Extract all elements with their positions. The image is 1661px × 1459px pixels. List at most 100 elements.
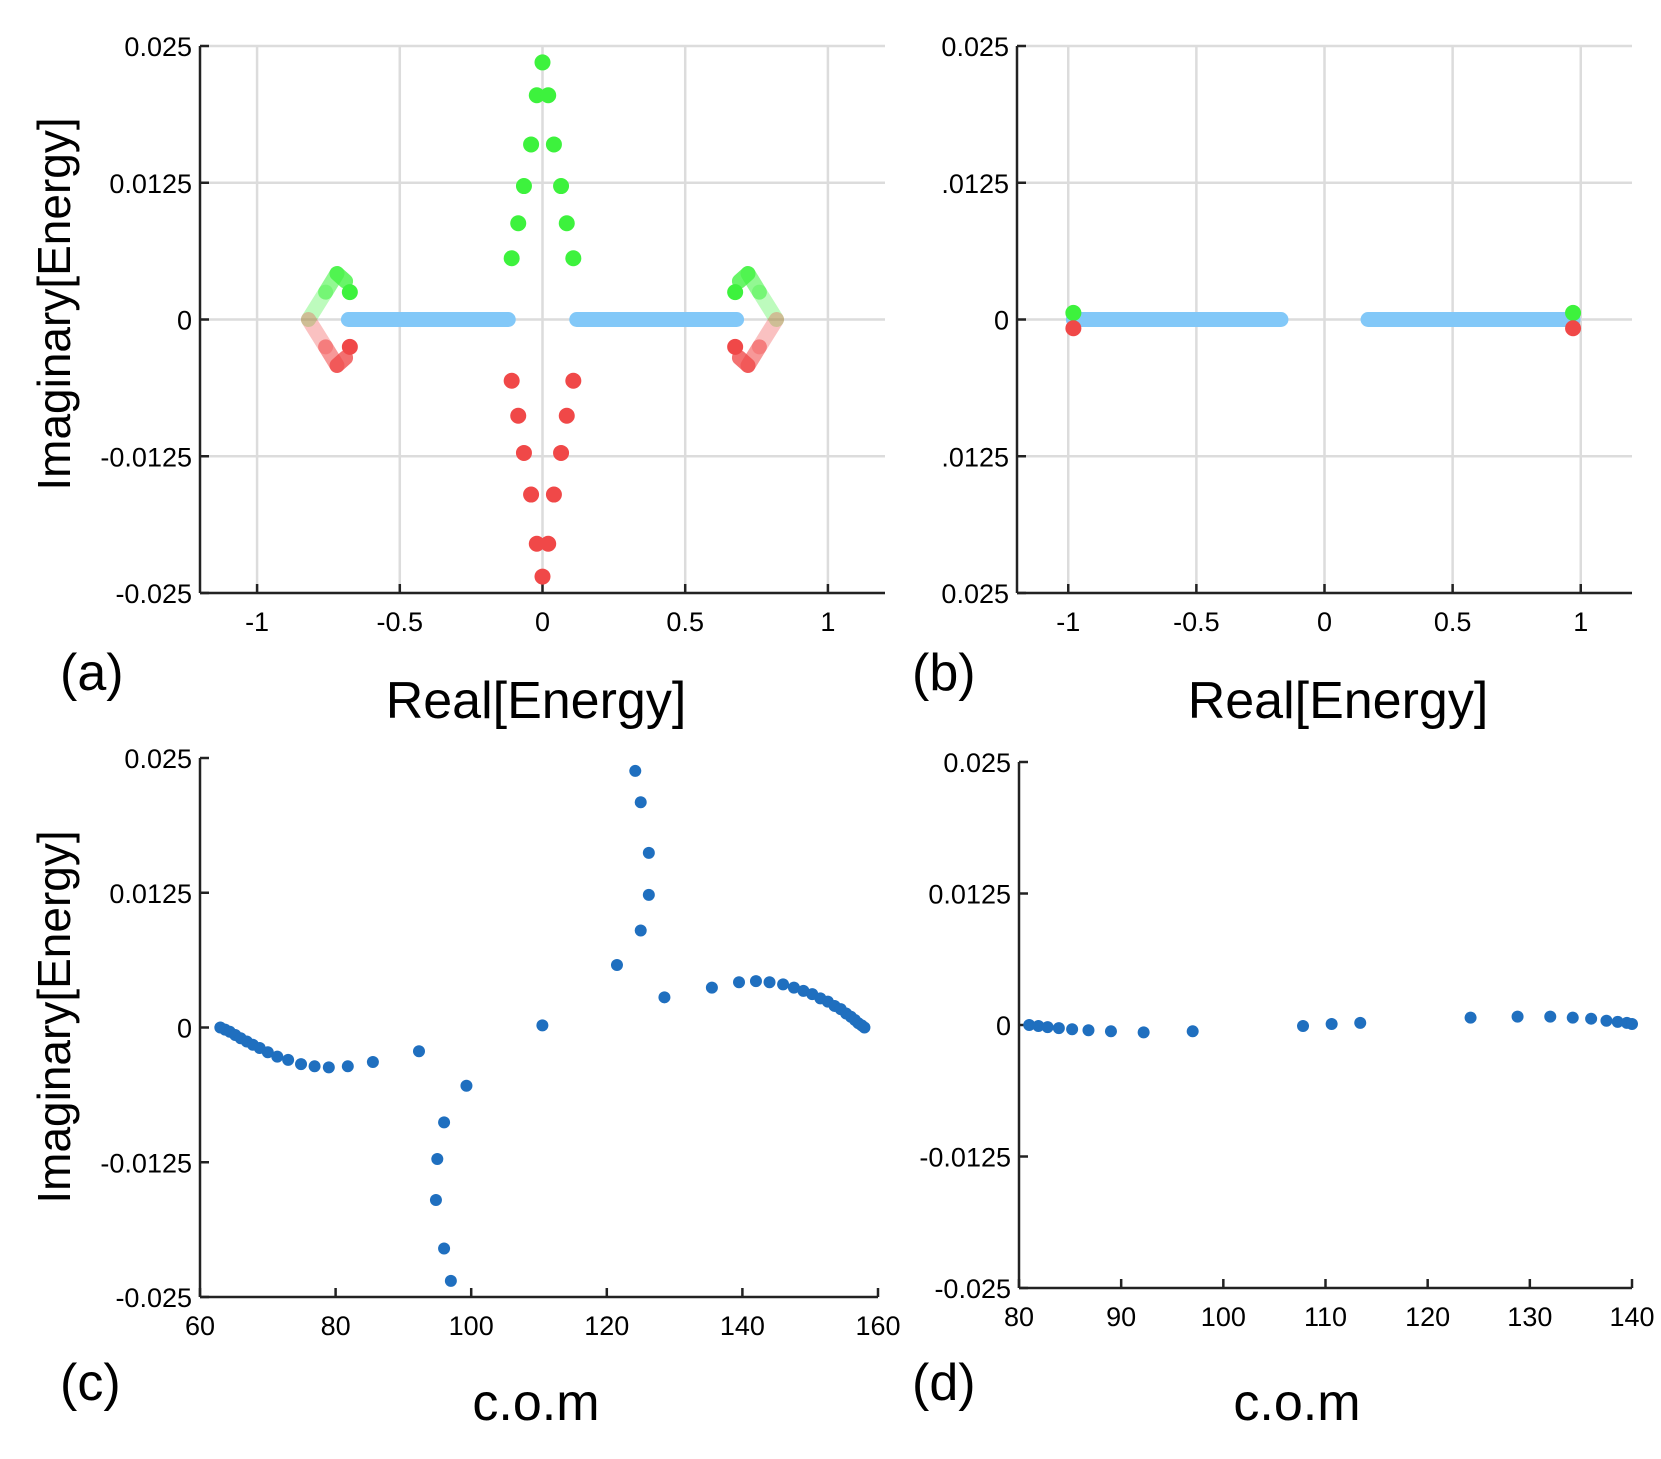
data-point (429, 1193, 442, 1206)
data-point (1626, 1017, 1638, 1030)
y-tick-label: -0.025 (115, 1283, 192, 1313)
data-point (515, 444, 532, 461)
y-tick-label: 0.025 (943, 748, 1011, 778)
data-point (629, 764, 642, 777)
faded-eigenvalue-arc (731, 350, 756, 373)
data-point (1354, 1016, 1367, 1029)
data-point (1544, 1010, 1557, 1023)
data-point (261, 1046, 274, 1059)
y-tick-label: 0.0125 (109, 169, 192, 199)
y-tick-label: 0.025 (124, 32, 192, 62)
data-point (1065, 320, 1082, 337)
plot-area: 80 90 100 110 120 130 140 -0.025 -0.0125 0 0.0125 0… (919, 748, 1654, 1332)
x-tick-label: -1 (1056, 607, 1080, 637)
x-tick-label: 130 (1507, 1302, 1552, 1332)
data-point (510, 407, 527, 424)
panel-label: (b) (912, 644, 976, 702)
data-point (412, 1045, 425, 1058)
data-point (558, 215, 575, 232)
data-point (565, 250, 582, 267)
y-axis-label: Imaginary[Energy] (28, 117, 80, 490)
panel-label: (a) (60, 644, 124, 702)
data-point (1565, 304, 1582, 321)
x-tick-label: 0 (535, 607, 550, 637)
data-point (733, 976, 746, 989)
x-tick-label: 1 (1573, 607, 1588, 637)
data-point (1104, 1025, 1117, 1038)
data-point (366, 1055, 379, 1068)
panel-d: 80 90 100 110 120 130 140 -0.025 -0.0125 0 0.0125 0… (912, 748, 1655, 1432)
data-point (634, 796, 647, 809)
data-point (545, 136, 562, 153)
data-point (503, 372, 520, 389)
data-point (1032, 1020, 1045, 1033)
x-tick-label: 160 (855, 1311, 900, 1341)
y-tick-label: -0.0125 (100, 1148, 192, 1178)
data-point (540, 87, 557, 104)
data-point (460, 1079, 473, 1092)
panel-b: -1 -0.5 0 0.5 1 0.025 .0125 0 .0125 0.025 (b) Rea… (912, 32, 1632, 730)
data-point (1082, 1024, 1095, 1037)
data-point (341, 1060, 354, 1073)
data-point (523, 486, 540, 503)
data-point (705, 981, 718, 994)
x-axis-label: Real[Energy] (386, 672, 687, 730)
x-tick-label: 80 (1004, 1302, 1034, 1332)
x-tick-label: 90 (1106, 1302, 1136, 1332)
x-axis-label: c.o.m (472, 1374, 599, 1432)
x-axis-label: c.o.m (1233, 1374, 1360, 1432)
data-point (658, 991, 671, 1004)
x-axis-label: Real[Energy] (1188, 672, 1489, 730)
panel-c: 60 80 100 120 140 160 -0.025 -0.0125 0 0.0125 0.02… (28, 744, 901, 1432)
data-point (1566, 1011, 1579, 1024)
plot-area: -1 -0.5 0 0.5 1 -0.025 -0.0125 0 0.0125 0.025 (100, 32, 885, 637)
data-point (634, 924, 647, 937)
x-tick-label: 0.5 (1434, 607, 1472, 637)
data-point (1325, 1017, 1338, 1030)
data-point (1041, 1021, 1054, 1034)
x-tick-label: 100 (449, 1311, 494, 1341)
data-point (536, 1019, 549, 1032)
data-point (444, 1274, 457, 1287)
data-point (1611, 1015, 1624, 1028)
faded-eigenvalue-arc (329, 266, 354, 289)
data-point (540, 535, 557, 552)
plot-area: 60 80 100 120 140 160 -0.025 -0.0125 0 0.0125 0.02… (100, 744, 900, 1341)
data-point (308, 1060, 321, 1073)
y-tick-label: .0125 (941, 169, 1009, 199)
data-point (787, 981, 800, 994)
data-point (438, 1242, 451, 1255)
y-tick-label: 0 (994, 306, 1009, 336)
panel-a: -1 -0.5 0 0.5 1 -0.025 -0.0125 0 0.0125 0.025 (a)… (28, 32, 885, 730)
faded-eigenvalue-arc (731, 266, 756, 289)
data-point (610, 958, 623, 971)
x-tick-label: 120 (1405, 1302, 1450, 1332)
data-point (510, 215, 527, 232)
x-tick-label: 0 (1317, 607, 1332, 637)
data-point (1137, 1026, 1150, 1039)
data-point (642, 888, 655, 901)
y-tick-label: 0.025 (124, 744, 192, 774)
y-tick-label: 0.0125 (928, 880, 1011, 910)
x-tick-label: 110 (1304, 1302, 1347, 1332)
data-point (528, 87, 545, 104)
x-tick-label: 100 (1201, 1302, 1246, 1332)
data-point (545, 486, 562, 503)
data-point (858, 1021, 871, 1034)
y-tick-label: -0.0125 (919, 1143, 1011, 1173)
data-point (322, 1061, 335, 1074)
data-point (763, 976, 776, 989)
y-tick-label: 0 (177, 1014, 192, 1044)
x-tick-label: -0.5 (1173, 607, 1220, 637)
data-point (523, 136, 540, 153)
data-point (565, 372, 582, 389)
panel-label: (d) (912, 1354, 976, 1412)
data-point (642, 846, 655, 859)
data-point (1065, 304, 1082, 321)
y-tick-label: 0.025 (941, 579, 1009, 609)
y-tick-label: -0.0125 (100, 442, 192, 472)
data-point (503, 250, 520, 267)
data-point (438, 1116, 451, 1129)
data-point (553, 444, 570, 461)
